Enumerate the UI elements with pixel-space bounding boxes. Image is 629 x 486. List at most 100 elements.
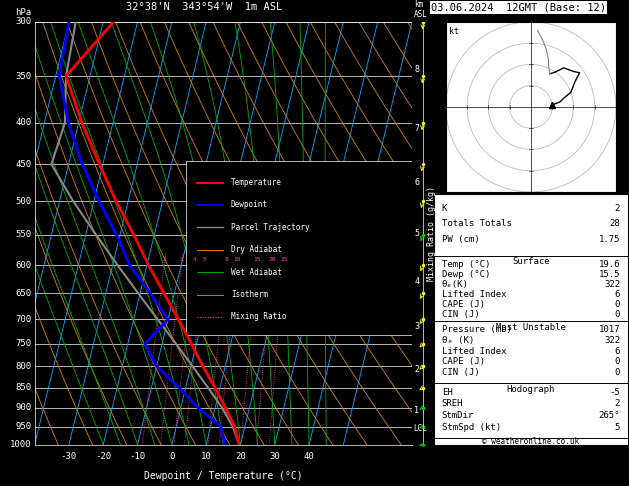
Text: SREH: SREH <box>442 399 464 408</box>
Text: K: K <box>442 204 447 213</box>
Text: 4: 4 <box>414 277 419 286</box>
Text: 6: 6 <box>615 290 620 299</box>
Text: 30: 30 <box>269 452 280 461</box>
Text: Dewp (°C): Dewp (°C) <box>442 270 490 279</box>
Text: 32°38'N  343°54'W  1m ASL: 32°38'N 343°54'W 1m ASL <box>126 2 282 12</box>
Text: 950: 950 <box>15 422 31 431</box>
Text: 1: 1 <box>414 406 419 415</box>
Text: 10: 10 <box>201 452 211 461</box>
Text: -5: -5 <box>610 388 620 397</box>
Text: 2: 2 <box>414 365 419 374</box>
Text: Isotherm: Isotherm <box>231 290 268 299</box>
Text: 8: 8 <box>414 66 419 74</box>
Text: 2: 2 <box>163 258 167 262</box>
Text: 322: 322 <box>604 280 620 289</box>
Text: Pressure (mb): Pressure (mb) <box>442 325 511 334</box>
Text: 25: 25 <box>280 258 287 262</box>
Text: 800: 800 <box>15 362 31 371</box>
Text: 5: 5 <box>203 258 206 262</box>
Text: -20: -20 <box>95 452 111 461</box>
Text: 19.6: 19.6 <box>598 260 620 269</box>
Text: 03.06.2024  12GMT (Base: 12): 03.06.2024 12GMT (Base: 12) <box>431 2 606 12</box>
Text: 20: 20 <box>269 258 276 262</box>
Text: 650: 650 <box>15 289 31 298</box>
Text: PW (cm): PW (cm) <box>442 235 479 244</box>
Text: 3: 3 <box>414 322 419 331</box>
Text: 4: 4 <box>192 258 196 262</box>
Text: CIN (J): CIN (J) <box>442 368 479 377</box>
Text: Parcel Trajectory: Parcel Trajectory <box>231 223 309 232</box>
Text: 1.75: 1.75 <box>598 235 620 244</box>
Text: Temperature: Temperature <box>231 178 282 187</box>
Text: 322: 322 <box>604 336 620 345</box>
Text: 0: 0 <box>615 368 620 377</box>
Text: 700: 700 <box>15 315 31 324</box>
Text: Mixing Ratio (g/kg): Mixing Ratio (g/kg) <box>428 186 437 281</box>
Text: Dewpoint: Dewpoint <box>231 200 268 209</box>
Text: Temperature: Temperature <box>231 178 282 187</box>
Text: -30: -30 <box>61 452 77 461</box>
Text: 500: 500 <box>15 197 31 206</box>
Text: EH: EH <box>442 388 452 397</box>
Text: 5: 5 <box>615 423 620 432</box>
Text: 6: 6 <box>414 178 419 187</box>
Text: 0: 0 <box>615 357 620 366</box>
Text: 300: 300 <box>15 17 31 26</box>
Text: 2: 2 <box>615 399 620 408</box>
Text: Surface: Surface <box>512 258 550 266</box>
Text: Lifted Index: Lifted Index <box>442 347 506 356</box>
Text: 10: 10 <box>233 258 241 262</box>
Text: 3: 3 <box>180 258 184 262</box>
Text: θₑ(K): θₑ(K) <box>442 280 469 289</box>
Text: 0: 0 <box>615 300 620 309</box>
Text: Dry Adiabat: Dry Adiabat <box>231 245 282 254</box>
Text: 7: 7 <box>414 123 419 133</box>
FancyBboxPatch shape <box>186 161 412 335</box>
Text: © weatheronline.co.uk: © weatheronline.co.uk <box>482 437 579 446</box>
Text: kt: kt <box>449 27 459 36</box>
Text: 6: 6 <box>615 347 620 356</box>
Text: Wet Adiabat: Wet Adiabat <box>231 268 282 277</box>
Text: Lifted Index: Lifted Index <box>442 290 506 299</box>
Text: -10: -10 <box>130 452 145 461</box>
Text: Mixing Ratio: Mixing Ratio <box>231 312 286 322</box>
Text: 1017: 1017 <box>598 325 620 334</box>
Text: 8: 8 <box>225 258 228 262</box>
Text: 850: 850 <box>15 383 31 392</box>
Text: Temp (°C): Temp (°C) <box>442 260 490 269</box>
Text: Hodograph: Hodograph <box>507 385 555 394</box>
Text: 600: 600 <box>15 261 31 270</box>
Text: 1000: 1000 <box>10 440 31 449</box>
Text: Dewpoint: Dewpoint <box>231 200 268 209</box>
Text: StmSpd (kt): StmSpd (kt) <box>442 423 501 432</box>
Text: CIN (J): CIN (J) <box>442 310 479 319</box>
Text: θₑ (K): θₑ (K) <box>442 336 474 345</box>
Text: 0: 0 <box>615 310 620 319</box>
Text: CAPE (J): CAPE (J) <box>442 300 485 309</box>
Text: Dewpoint / Temperature (°C): Dewpoint / Temperature (°C) <box>144 471 303 482</box>
Text: 900: 900 <box>15 403 31 412</box>
Text: 15: 15 <box>253 258 261 262</box>
Text: 265°: 265° <box>598 411 620 420</box>
Text: 5: 5 <box>414 229 419 238</box>
Text: Wet Adiabat: Wet Adiabat <box>231 268 282 277</box>
Text: Most Unstable: Most Unstable <box>496 323 566 331</box>
Text: Parcel Trajectory: Parcel Trajectory <box>231 223 309 232</box>
Text: 350: 350 <box>15 71 31 81</box>
Text: 2: 2 <box>615 204 620 213</box>
Text: 400: 400 <box>15 119 31 127</box>
Text: CAPE (J): CAPE (J) <box>442 357 485 366</box>
Text: 28: 28 <box>610 220 620 228</box>
Text: 15.5: 15.5 <box>598 270 620 279</box>
Text: 750: 750 <box>15 339 31 348</box>
Text: LCL: LCL <box>413 424 427 433</box>
Text: 20: 20 <box>235 452 246 461</box>
Text: Dry Adiabat: Dry Adiabat <box>231 245 282 254</box>
Text: 40: 40 <box>304 452 314 461</box>
Text: 0: 0 <box>169 452 174 461</box>
Text: Mixing Ratio: Mixing Ratio <box>231 312 286 322</box>
Text: StmDir: StmDir <box>442 411 474 420</box>
Text: Isotherm: Isotherm <box>231 290 268 299</box>
Text: hPa: hPa <box>15 8 31 17</box>
Text: km
ASL: km ASL <box>414 0 428 19</box>
